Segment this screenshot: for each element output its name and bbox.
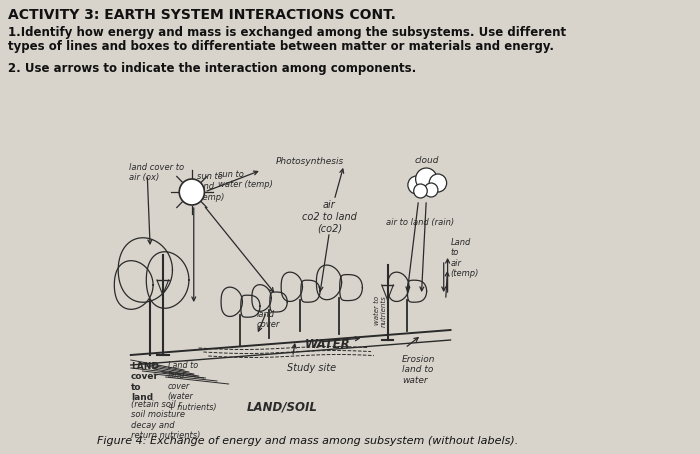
Text: LAND/SOIL: LAND/SOIL bbox=[247, 400, 318, 413]
Text: LAND
cover
to
land: LAND cover to land bbox=[131, 362, 159, 402]
Text: 2. Use arrows to indicate the interaction among components.: 2. Use arrows to indicate the interactio… bbox=[8, 62, 416, 75]
Text: Land
to
air
(temp): Land to air (temp) bbox=[451, 238, 479, 278]
Circle shape bbox=[429, 174, 447, 192]
Circle shape bbox=[179, 179, 204, 205]
Text: WATER: WATER bbox=[304, 338, 350, 351]
Text: Photosynthesis: Photosynthesis bbox=[276, 157, 344, 166]
Text: Erosion
land to
water: Erosion land to water bbox=[402, 355, 435, 385]
Text: (retain soil r
soil moisture
decay and
return nutrients): (retain soil r soil moisture decay and r… bbox=[131, 400, 200, 440]
Circle shape bbox=[414, 184, 427, 198]
Circle shape bbox=[424, 183, 438, 197]
Text: sun to
land
(temp): sun to land (temp) bbox=[197, 172, 225, 202]
Text: Figure 4: Exchange of energy and mass among subsystem (without labels).: Figure 4: Exchange of energy and mass am… bbox=[97, 436, 518, 446]
Text: types of lines and boxes to differentiate between matter or materials and energy: types of lines and boxes to differentiat… bbox=[8, 40, 554, 53]
Text: air
co2 to land
(co2): air co2 to land (co2) bbox=[302, 200, 357, 233]
Text: ACTIVITY 3: EARTH SYSTEM INTERACTIONS CONT.: ACTIVITY 3: EARTH SYSTEM INTERACTIONS CO… bbox=[8, 8, 395, 22]
Circle shape bbox=[416, 168, 437, 190]
Text: water to
nutrients: water to nutrients bbox=[374, 295, 387, 327]
Text: Study site: Study site bbox=[287, 363, 336, 373]
Text: land
cover: land cover bbox=[257, 310, 280, 330]
Text: sun to
water (temp): sun to water (temp) bbox=[218, 170, 273, 189]
Circle shape bbox=[408, 176, 426, 194]
Text: land cover to
air (ox): land cover to air (ox) bbox=[129, 163, 184, 183]
Text: 1.Identify how energy and mass is exchanged among the subsystems. Use different: 1.Identify how energy and mass is exchan… bbox=[8, 26, 566, 39]
Text: air to land (rain): air to land (rain) bbox=[386, 218, 454, 227]
Text: Land to
land
cover
(water
+ nutrients): Land to land cover (water + nutrients) bbox=[167, 361, 216, 412]
Text: cloud: cloud bbox=[415, 156, 440, 165]
